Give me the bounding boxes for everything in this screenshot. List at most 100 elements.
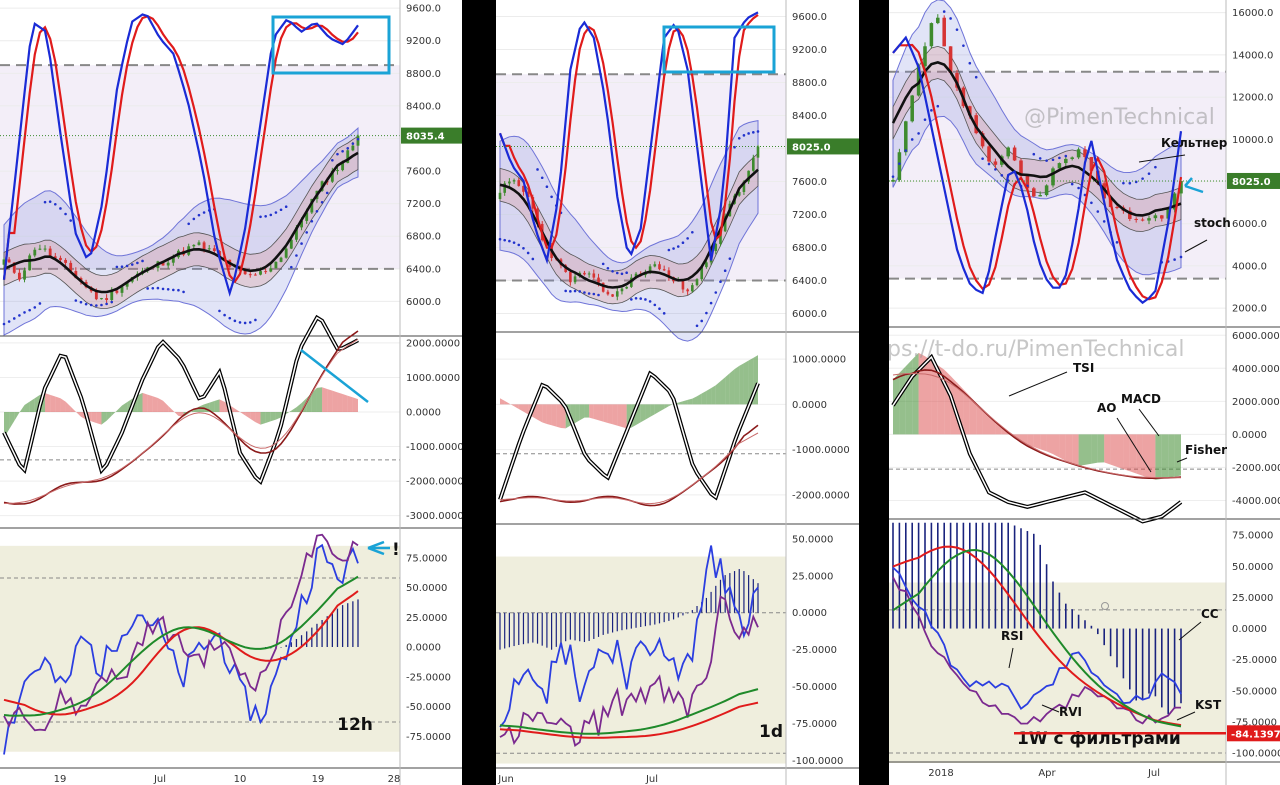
candle-body[interactable] [737, 191, 741, 196]
candle-body[interactable] [508, 181, 511, 184]
bollinger-band[interactable] [3, 126, 359, 336]
macd-line[interactable] [892, 369, 1182, 479]
candle-body[interactable] [942, 17, 946, 47]
candle-body[interactable] [74, 271, 78, 279]
candle-body[interactable] [522, 185, 525, 192]
candle-body[interactable] [305, 212, 309, 221]
macd-signal[interactable] [3, 338, 359, 504]
kst-signal-line[interactable] [499, 688, 759, 735]
candle-body[interactable] [1134, 218, 1138, 220]
candle-body[interactable] [747, 170, 750, 182]
kst-line[interactable] [499, 701, 759, 739]
candle-body[interactable] [207, 248, 211, 250]
candle-body[interactable] [295, 227, 298, 240]
candle-body[interactable] [1172, 193, 1177, 210]
candle-body[interactable] [756, 146, 760, 158]
candle-body[interactable] [512, 180, 516, 182]
candle-body[interactable] [115, 290, 119, 293]
candle-body[interactable] [289, 239, 293, 249]
candle-body[interactable] [1064, 158, 1068, 164]
candle-body[interactable] [1128, 210, 1132, 219]
midline-ma[interactable] [891, 61, 1182, 217]
candle-body[interactable] [28, 255, 32, 271]
candle-body[interactable] [12, 262, 16, 273]
candle-body[interactable] [2, 259, 6, 265]
candle-body[interactable] [346, 150, 350, 163]
candle-body[interactable] [279, 257, 283, 262]
chart-panel-12h[interactable]: 9600.09200.08800.08400.08000.07600.07200… [0, 0, 462, 785]
candle-body[interactable] [253, 274, 257, 276]
candle-body[interactable] [1179, 180, 1183, 194]
chart-svg-12h[interactable]: 9600.09200.08800.08400.08000.07600.07200… [0, 0, 462, 785]
trendline-annotation[interactable] [300, 349, 369, 403]
candle-body[interactable] [161, 261, 165, 266]
candle-body[interactable] [300, 220, 303, 228]
candle-body[interactable] [587, 273, 591, 275]
candle-body[interactable] [719, 231, 722, 244]
candle-body[interactable] [43, 248, 47, 250]
candle-body[interactable] [929, 23, 934, 47]
midline-ma[interactable] [3, 151, 359, 294]
candle-body[interactable] [526, 191, 530, 198]
candle-body[interactable] [1057, 163, 1062, 169]
candle-body[interactable] [1070, 157, 1074, 159]
candle-body[interactable] [1160, 215, 1164, 219]
candle-body[interactable] [658, 264, 661, 270]
candle-body[interactable] [100, 298, 103, 300]
kst-signal-line[interactable] [892, 548, 1182, 728]
highlight-box[interactable] [271, 15, 391, 75]
candle-body[interactable] [1147, 218, 1151, 221]
candle-body[interactable] [269, 268, 273, 272]
candle-body[interactable] [48, 248, 52, 257]
stoch-d-line[interactable] [892, 43, 1183, 301]
candle-body[interactable] [648, 266, 652, 273]
candle-body[interactable] [23, 270, 26, 280]
candle-body[interactable] [1096, 170, 1100, 184]
stoch-k-line[interactable] [498, 11, 759, 265]
macd-signal[interactable] [892, 372, 1182, 479]
candle-body[interactable] [212, 248, 216, 252]
candle-body[interactable] [980, 133, 985, 147]
candle-body[interactable] [625, 286, 628, 289]
kst-line[interactable] [892, 545, 1182, 727]
candle-body[interactable] [284, 248, 288, 258]
candle-body[interactable] [171, 257, 175, 263]
candle-body[interactable] [923, 46, 927, 67]
candle-body[interactable] [274, 261, 278, 269]
candle-body[interactable] [1166, 209, 1170, 219]
candle-body[interactable] [38, 248, 42, 250]
candle-body[interactable] [611, 294, 614, 297]
candle-body[interactable] [667, 270, 671, 278]
candle-body[interactable] [259, 271, 262, 275]
candle-body[interactable] [503, 183, 506, 193]
candle-body[interactable] [1012, 147, 1017, 161]
stoch-k-line[interactable] [892, 35, 1183, 305]
candle-body[interactable] [202, 242, 206, 249]
candle-body[interactable] [1076, 149, 1081, 158]
candle-body[interactable] [601, 282, 605, 292]
candle-body[interactable] [33, 249, 37, 256]
candle-body[interactable] [714, 243, 718, 252]
candle-body[interactable] [192, 244, 196, 247]
candle-body[interactable] [948, 46, 953, 73]
chart-panel-1w[interactable]: 16000.014000.012000.010000.08000.06000.0… [889, 0, 1280, 785]
candle-body[interactable] [993, 161, 998, 165]
chart-svg-1w[interactable]: 16000.014000.012000.010000.08000.06000.0… [889, 0, 1280, 785]
candle-body[interactable] [1038, 195, 1042, 197]
candle-body[interactable] [597, 277, 600, 283]
candle-body[interactable] [897, 152, 902, 180]
candle-body[interactable] [1019, 160, 1023, 177]
candle-body[interactable] [1051, 168, 1055, 186]
candle-body[interactable] [1044, 185, 1049, 196]
candle-body[interactable] [955, 72, 959, 88]
candle-body[interactable] [634, 273, 638, 278]
candle-body[interactable] [1089, 157, 1094, 171]
candle-body[interactable] [166, 262, 170, 266]
candle-body[interactable] [705, 262, 708, 268]
candle-body[interactable] [498, 192, 502, 199]
candle-body[interactable] [573, 276, 577, 283]
candle-body[interactable] [686, 289, 689, 292]
candle-body[interactable] [341, 162, 345, 171]
candle-body[interactable] [110, 290, 114, 301]
candle-body[interactable] [752, 157, 755, 171]
